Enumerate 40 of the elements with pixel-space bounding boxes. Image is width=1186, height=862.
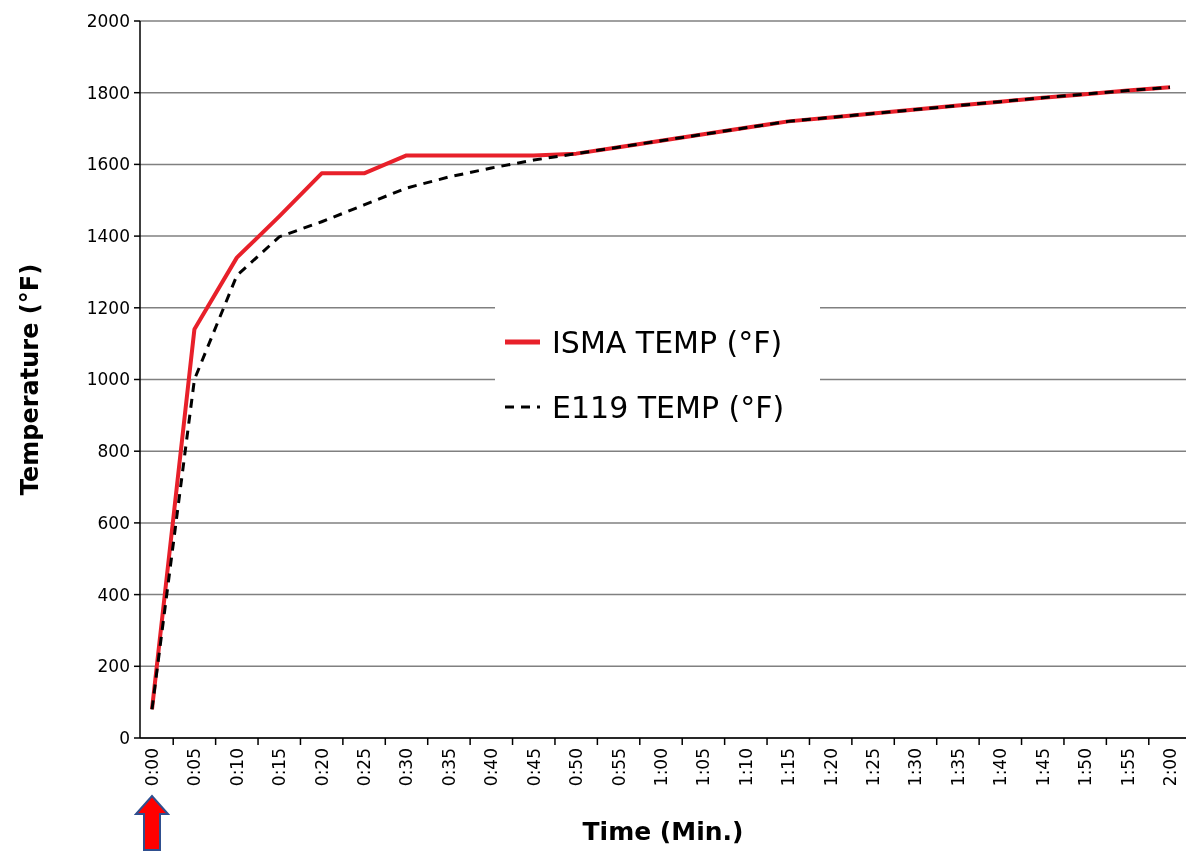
x-tick-label: 0:15 (269, 748, 290, 787)
x-tick-label: 1:30 (905, 748, 926, 787)
y-tick-label: 400 (97, 584, 130, 605)
x-tick-label: 1:20 (820, 748, 841, 787)
y-tick-label: 1000 (86, 369, 130, 390)
y-tick-label: 2000 (86, 10, 130, 31)
x-tick-label: 0:40 (481, 748, 502, 787)
y-tick-label: 1200 (86, 297, 130, 318)
y-tick-label: 0 (119, 727, 130, 748)
x-tick-label: 0:55 (608, 748, 629, 787)
x-axis-title: Time (Min.) (582, 817, 744, 846)
x-tick-label: 2:00 (1159, 748, 1180, 787)
x-tick-label: 1:40 (990, 748, 1011, 787)
x-tick-label: 1:55 (1117, 748, 1138, 787)
y-tick-label: 1800 (86, 82, 130, 103)
x-tick-label: 1:05 (693, 748, 714, 787)
x-tick-label: 0:25 (354, 748, 375, 787)
x-tick-label: 1:25 (863, 748, 884, 787)
x-tick-label: 0:10 (226, 748, 247, 787)
x-tick-label: 1:15 (778, 748, 799, 787)
y-axis-title: Temperature (°F) (16, 263, 45, 496)
y-tick-label: 800 (97, 441, 130, 462)
legend-label: E119 TEMP (°F) (552, 389, 785, 425)
x-tick-label: 0:50 (566, 748, 587, 787)
x-tick-label: 1:45 (1032, 748, 1053, 787)
x-tick-label: 0:05 (184, 748, 205, 787)
x-tick-label: 0:00 (141, 748, 162, 787)
x-tick-label: 1:50 (1075, 748, 1096, 787)
y-tick-label: 200 (97, 656, 130, 677)
x-tick-label: 1:10 (735, 748, 756, 787)
legend-label: ISMA TEMP (°F) (552, 324, 783, 360)
x-tick-label: 1:35 (947, 748, 968, 787)
y-tick-label: 1600 (86, 154, 130, 175)
x-tick-label: 0:35 (438, 748, 459, 787)
y-tick-label: 600 (97, 512, 130, 533)
x-tick-label: 0:20 (311, 748, 332, 787)
x-tick-label: 0:30 (396, 748, 417, 787)
x-tick-label: 1:00 (650, 748, 671, 787)
x-tick-label: 0:45 (523, 748, 544, 787)
y-tick-label: 1400 (86, 226, 130, 247)
